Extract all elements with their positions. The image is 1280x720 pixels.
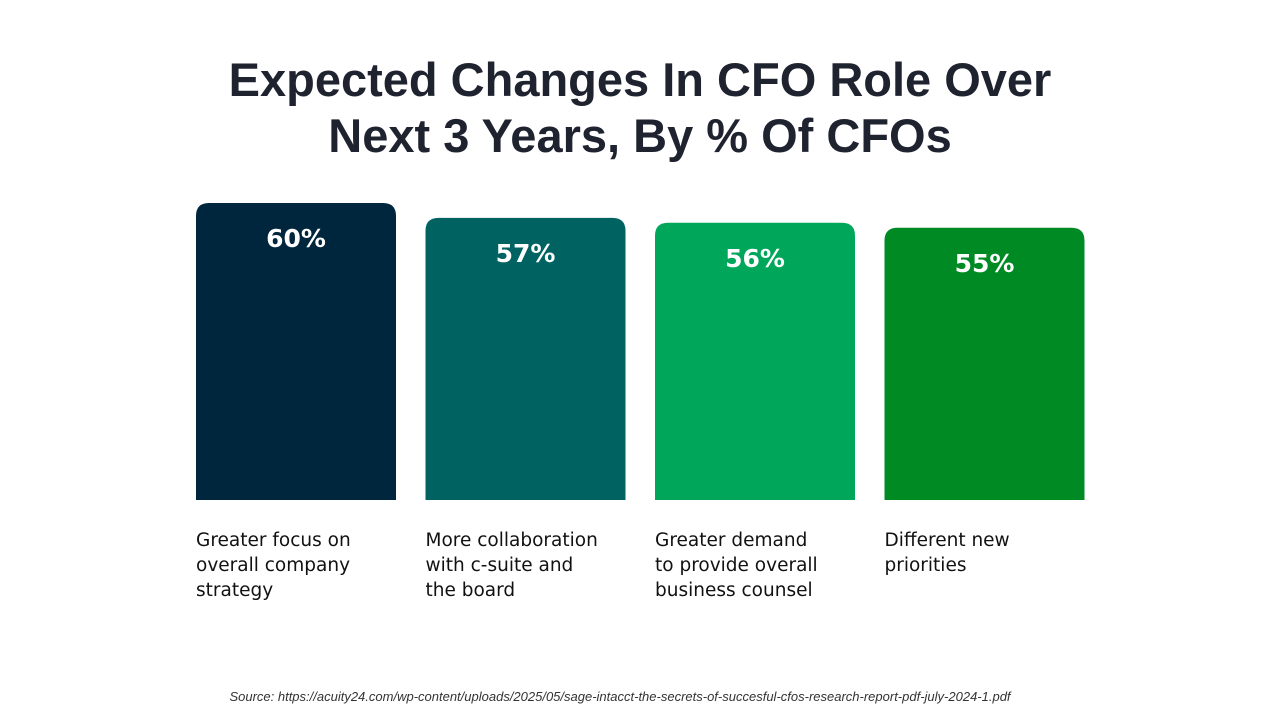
category-label-line: Different new bbox=[885, 530, 1010, 551]
category-label-3: Greater demand to provide overall business… bbox=[655, 530, 818, 601]
category-label-line: to provide overall bbox=[655, 555, 818, 576]
bar-2 bbox=[425, 217, 626, 500]
chart-title-line-1: Expected Changes In CFO Role Over bbox=[228, 53, 1052, 106]
bar-4 bbox=[884, 227, 1085, 500]
chart-title-line-2: Next 3 Years, By % Of CFOs bbox=[328, 109, 952, 162]
category-label-line: strategy bbox=[196, 580, 273, 601]
category-label-line: More collaboration bbox=[426, 530, 598, 551]
category-label-2: More collaboration with c-suite and the bo… bbox=[426, 530, 598, 601]
bar-value-label-3: 56% bbox=[725, 244, 785, 273]
bar-3 bbox=[655, 222, 855, 501]
category-label-line: with c-suite and bbox=[426, 555, 574, 576]
category-label-line: Greater demand bbox=[655, 530, 807, 551]
bar-1 bbox=[196, 203, 396, 500]
bar-value-label-1: 60% bbox=[266, 224, 326, 253]
bar-value-label-4: 55% bbox=[955, 249, 1015, 278]
category-label-line: priorities bbox=[885, 555, 967, 576]
category-label-1: Greater focus on overall company strategy bbox=[196, 530, 351, 601]
category-label-line: Greater focus on bbox=[196, 530, 351, 551]
category-label-line: business counsel bbox=[655, 580, 813, 601]
category-label-4: Different new priorities bbox=[885, 530, 1010, 576]
source-citation: Source: https://acuity24.com/wp-content/… bbox=[229, 689, 1011, 704]
category-label-line: the board bbox=[426, 580, 516, 601]
chart-title: Expected Changes In CFO Role Over Next 3… bbox=[0, 52, 1280, 164]
category-label-line: overall company bbox=[196, 555, 350, 576]
bar-value-label-2: 57% bbox=[496, 239, 556, 268]
